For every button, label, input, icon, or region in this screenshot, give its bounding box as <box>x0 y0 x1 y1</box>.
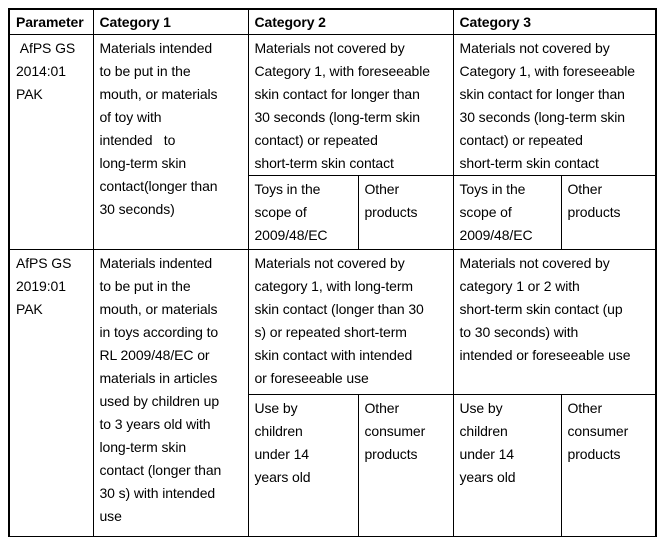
cell-category2-description-2014: Materials not covered by Category 1, wit… <box>247 34 454 176</box>
cell-category3-other-2019: Other consumer products <box>560 394 657 537</box>
cell-category2-other-2019: Other consumer products <box>357 394 454 537</box>
pak-standards-comparison-table: Parameter Category 1 Category 2 Category… <box>8 8 658 537</box>
col-header-parameter: Parameter <box>8 8 94 35</box>
col-header-category-1: Category 1 <box>92 8 249 35</box>
table-row: AfPS GS 2014:01 PAK Materials intended t… <box>8 34 657 250</box>
cell-category3-description-2014: Materials not covered by Category 1, wit… <box>452 34 657 176</box>
cell-category3-description-2019: Materials not covered by category 1 or 2… <box>452 249 657 395</box>
col-header-category-2: Category 2 <box>247 8 454 35</box>
cell-parameter-2014: AfPS GS 2014:01 PAK <box>8 34 94 250</box>
table-row: AfPS GS 2019:01 PAK Materials indented t… <box>8 249 657 537</box>
cell-parameter-2019: AfPS GS 2019:01 PAK <box>8 249 94 537</box>
table-subrow: Use by children under 14 years old Other… <box>9 394 657 537</box>
cell-category1-2014: Materials intended to be put in the mout… <box>92 34 249 250</box>
cell-category2-toys-2014: Toys in the scope of 2009/48/EC <box>247 175 359 250</box>
cell-category1-2019: Materials indented to be put in the mout… <box>92 249 249 537</box>
cell-category3-children-2019: Use by children under 14 years old <box>452 394 562 537</box>
col-header-category-3: Category 3 <box>452 8 657 35</box>
cell-category2-other-2014: Other products <box>357 175 454 250</box>
table-header-row: Parameter Category 1 Category 2 Category… <box>8 8 657 35</box>
cell-category3-toys-2014: Toys in the scope of 2009/48/EC <box>452 175 562 250</box>
cell-category2-children-2019: Use by children under 14 years old <box>247 394 359 537</box>
cell-category2-description-2019: Materials not covered by category 1, wit… <box>247 249 454 395</box>
cell-category3-other-2014: Other products <box>560 175 657 250</box>
